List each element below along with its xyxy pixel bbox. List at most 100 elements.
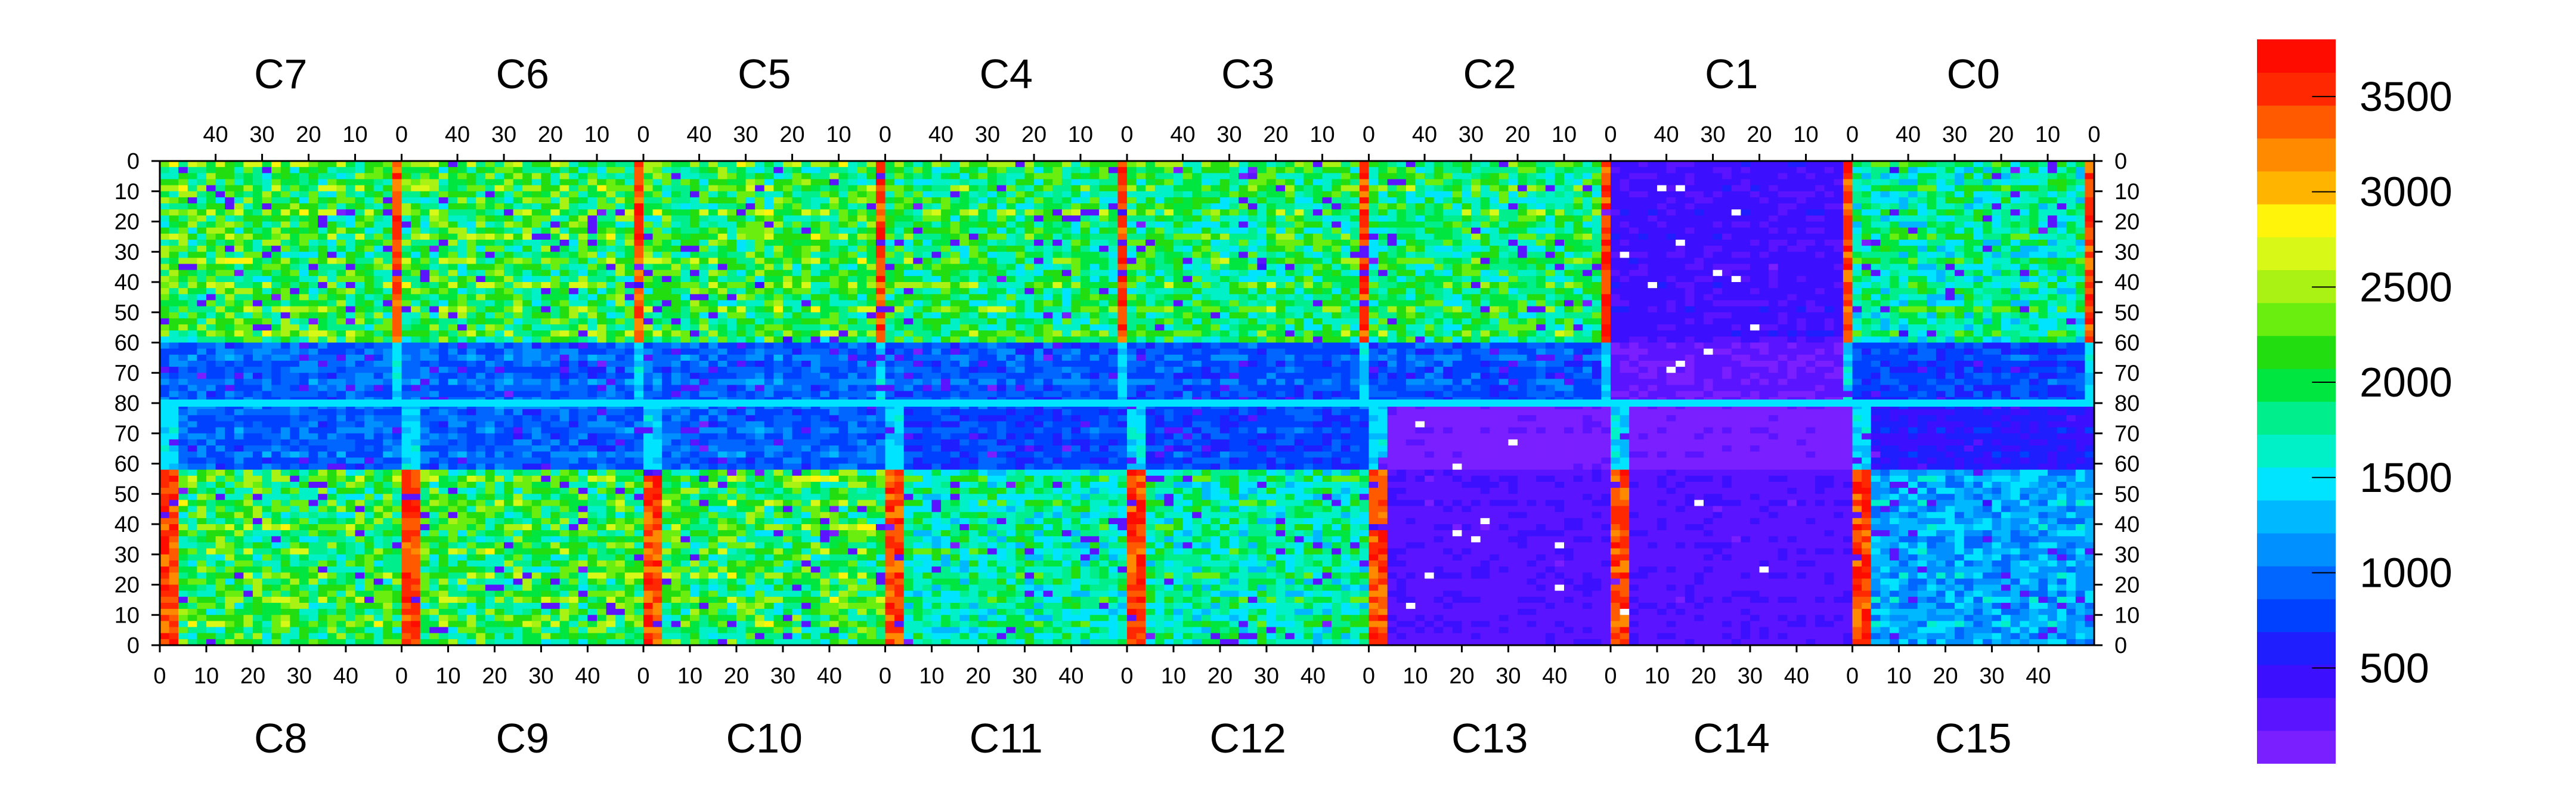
heatmap-cell — [671, 373, 681, 379]
heatmap-cell — [448, 318, 458, 325]
heatmap-cell — [1080, 379, 1091, 386]
heatmap-cell — [448, 342, 458, 349]
heatmap-cell — [941, 246, 951, 252]
heatmap-cell — [773, 233, 784, 240]
heatmap-cell — [160, 300, 170, 307]
heatmap-cell — [978, 191, 988, 198]
heatmap-cell — [727, 215, 737, 222]
heatmap-cell — [606, 233, 616, 240]
heatmap-cell — [1071, 197, 1081, 204]
heatmap-cell — [922, 360, 933, 367]
heatmap-cell — [1043, 391, 1053, 398]
heatmap-cell — [1052, 330, 1063, 337]
heatmap-cell — [978, 173, 988, 180]
heatmap-cell — [550, 233, 561, 240]
heatmap-cell — [848, 179, 858, 186]
heatmap-cell — [373, 318, 383, 325]
heatmap-cell — [513, 391, 523, 398]
heatmap-cell — [476, 312, 486, 319]
heatmap-cell — [1340, 300, 1351, 307]
heatmap-cell — [1192, 161, 1202, 168]
heatmap-cell — [485, 360, 496, 367]
heatmap-cell — [355, 336, 365, 343]
heatmap-cell — [280, 221, 290, 228]
heatmap-cell — [1182, 282, 1193, 289]
heatmap-cell — [476, 197, 486, 204]
heatmap-cell — [513, 239, 523, 246]
heatmap-cell — [848, 246, 858, 252]
heatmap-cell — [1294, 348, 1304, 355]
heatmap-cell — [1043, 252, 1053, 258]
heatmap-cell — [652, 167, 662, 174]
heatmap-cell — [1266, 324, 1277, 331]
heatmap-cell — [513, 379, 523, 386]
heatmap-cell — [531, 288, 542, 295]
heatmap-cell — [345, 282, 356, 289]
heatmap-cell — [280, 233, 290, 240]
heatmap-cell — [308, 191, 318, 198]
heatmap-cell — [345, 197, 356, 204]
heatmap-cell — [1145, 252, 1156, 258]
heatmap-cell — [1108, 288, 1119, 295]
heatmap-cell — [680, 360, 691, 367]
heatmap-cell — [597, 294, 607, 301]
heatmap-cell — [782, 282, 793, 289]
heatmap-cell — [1229, 324, 1239, 331]
heatmap-cell — [1359, 179, 1370, 186]
heatmap-cell — [1340, 173, 1351, 180]
heatmap-cell — [169, 324, 179, 331]
heatmap-cell — [1006, 282, 1016, 289]
heatmap-cell — [457, 354, 467, 361]
heatmap-cell — [429, 324, 439, 331]
heatmap-cell — [178, 288, 188, 295]
heatmap-cell — [987, 300, 998, 307]
heatmap-cell — [1127, 288, 1137, 295]
heatmap-cell — [448, 270, 458, 277]
heatmap-cell — [252, 185, 263, 192]
heatmap-cell — [1332, 246, 1342, 252]
heatmap-cell — [559, 179, 569, 186]
heatmap-cell — [187, 324, 197, 331]
heatmap-cell — [457, 227, 467, 234]
heatmap-cell — [215, 318, 225, 325]
heatmap-cell — [569, 233, 579, 240]
heatmap-cell — [1024, 203, 1035, 210]
heatmap-cell — [1164, 197, 1174, 204]
heatmap-cell — [1117, 391, 1128, 398]
heatmap-cell — [522, 294, 532, 301]
heatmap-cell — [1164, 179, 1174, 186]
heatmap-cell — [457, 167, 467, 174]
heatmap-cell — [448, 179, 458, 186]
heatmap-cell — [1071, 179, 1081, 186]
heatmap-cell — [420, 185, 430, 192]
heatmap-cell — [764, 367, 774, 373]
heatmap-cell — [429, 264, 439, 271]
heatmap-cell — [215, 209, 225, 216]
heatmap-cell — [1089, 227, 1100, 234]
heatmap-cell — [1285, 173, 1295, 180]
heatmap-cell — [318, 185, 328, 192]
heatmap-cell — [169, 360, 179, 367]
heatmap-cell — [252, 264, 263, 271]
heatmap-cell — [345, 227, 356, 234]
heatmap-cell — [968, 342, 979, 349]
heatmap-cell — [857, 209, 867, 216]
heatmap-cell — [197, 312, 207, 319]
heatmap-cell — [355, 342, 365, 349]
heatmap-cell — [978, 379, 988, 386]
heatmap-cell — [336, 270, 346, 277]
heatmap-cell — [308, 318, 318, 325]
heatmap-cell — [485, 330, 496, 337]
heatmap-cell — [290, 209, 300, 216]
heatmap-cell — [1332, 324, 1342, 331]
heatmap-cell — [466, 300, 476, 307]
heatmap-cell — [448, 379, 458, 386]
heatmap-cell — [848, 264, 858, 271]
heatmap-cell — [968, 275, 979, 283]
heatmap-cell — [169, 233, 179, 240]
heatmap-cell — [1229, 264, 1239, 271]
heatmap-cell — [1312, 233, 1323, 240]
heatmap-cell — [773, 275, 784, 283]
heatmap-cell — [792, 173, 802, 180]
heatmap-cell — [373, 239, 383, 246]
